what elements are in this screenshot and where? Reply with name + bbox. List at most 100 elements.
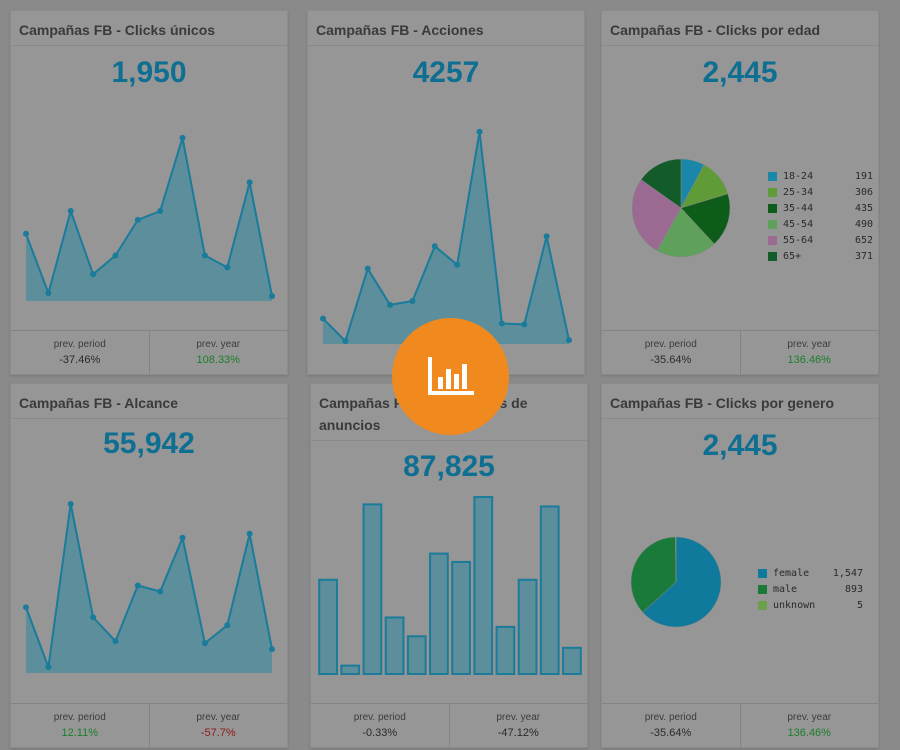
prev-period-label: prev. period xyxy=(644,339,697,350)
legend-item: female 1,547 xyxy=(758,565,863,581)
bar xyxy=(495,625,516,675)
data-point xyxy=(179,534,186,541)
bar xyxy=(562,646,582,675)
legend-item: 25-34 306 xyxy=(768,184,873,200)
card-clicks-por-edad[interactable]: Campañas FB - Clicks por edad 2,445 18-2… xyxy=(601,10,879,375)
card-title: Campañas FB - Acciones xyxy=(316,22,484,38)
prev-period-cell: prev. period -35.64% xyxy=(602,331,740,374)
data-point xyxy=(431,243,438,250)
legend-swatch xyxy=(768,251,777,261)
bar xyxy=(384,616,405,675)
bar xyxy=(362,503,383,676)
prev-year-value: -47.12% xyxy=(497,727,539,739)
card-title: Campañas FB - Clicks por genero xyxy=(610,395,835,411)
card-title: Campañas FB - Clicks únicos xyxy=(19,22,216,38)
card-footer: prev. period -35.64% prev. year 136.46% xyxy=(602,330,878,374)
bar xyxy=(451,560,471,675)
pie-slice xyxy=(631,179,682,252)
data-point xyxy=(246,530,253,537)
prev-year-label: prev. year xyxy=(196,339,241,350)
prev-period-value: -35.64% xyxy=(650,727,692,739)
card-alcance[interactable]: Campañas FB - Alcance 55,942 prev. perio… xyxy=(10,383,288,748)
legend-value: 1,547 xyxy=(832,567,863,579)
data-point xyxy=(521,321,528,328)
pie-slice xyxy=(630,536,677,613)
legend-label: 25-34 xyxy=(783,186,814,198)
legend-swatch xyxy=(768,171,777,181)
data-point xyxy=(67,208,74,215)
legend-swatch xyxy=(768,219,777,229)
pie-slice xyxy=(675,536,677,583)
prev-year-value: -57.7% xyxy=(200,727,236,739)
area-chart xyxy=(320,128,572,345)
prev-year-value: 108.33% xyxy=(196,354,240,366)
prev-year-cell: prev. year -57.7% xyxy=(148,704,288,747)
prev-year-value: 136.46% xyxy=(787,727,831,739)
legend-swatch xyxy=(758,568,767,578)
data-point xyxy=(387,301,394,308)
bar xyxy=(517,578,538,675)
prev-year-label: prev. year xyxy=(787,712,832,723)
data-point xyxy=(134,582,141,589)
prev-year-value: 136.46% xyxy=(787,354,831,366)
legend-swatch xyxy=(768,235,777,245)
divider xyxy=(602,45,878,46)
legend-swatch xyxy=(768,187,777,197)
legend-value: 371 xyxy=(854,250,873,262)
legend-item: 65+ 371 xyxy=(768,248,873,264)
data-point xyxy=(134,216,141,223)
pie-chart xyxy=(631,158,731,258)
metric-value: 55,942 xyxy=(103,427,195,460)
card-footer: prev. period -37.46% prev. year 108.33% xyxy=(11,330,287,374)
data-point xyxy=(454,261,461,268)
card-clicks-por-genero[interactable]: Campañas FB - Clicks por genero 2,445 fe… xyxy=(601,383,879,748)
data-point xyxy=(269,646,275,653)
card-clicks-unicos[interactable]: Campañas FB - Clicks únicos 1,950 prev. … xyxy=(10,10,288,375)
card-acciones[interactable]: Campañas FB - Acciones 4257 xyxy=(307,10,585,375)
prev-year-label: prev. year xyxy=(196,712,241,723)
data-point xyxy=(90,614,97,621)
pie-slice xyxy=(656,207,715,258)
divider xyxy=(308,45,584,46)
pie-slice xyxy=(680,193,731,245)
legend-item: 35-44 435 xyxy=(768,200,873,216)
legend-item: male 893 xyxy=(758,581,863,597)
legend-label: 18-24 xyxy=(783,170,814,182)
prev-year-cell: prev. year -47.12% xyxy=(448,704,588,747)
prev-period-value: -37.46% xyxy=(59,354,101,366)
legend-value: 490 xyxy=(854,218,873,230)
data-point xyxy=(246,179,253,186)
card-title: Campañas FB - Clicks por edad xyxy=(610,22,821,38)
series-line xyxy=(322,131,570,343)
series-line xyxy=(25,503,273,668)
metric-value: 2,445 xyxy=(702,429,778,462)
legend-label: 45-54 xyxy=(783,218,814,230)
data-point xyxy=(157,588,164,595)
divider xyxy=(11,418,287,419)
area-fill xyxy=(26,137,272,301)
bar xyxy=(473,496,494,675)
prev-period-value: -35.64% xyxy=(650,354,692,366)
area-fill xyxy=(323,131,569,344)
legend-value: 5 xyxy=(856,599,863,611)
legend-swatch xyxy=(758,600,767,610)
metric-value: 2,445 xyxy=(702,56,778,89)
data-point xyxy=(112,252,119,259)
data-point xyxy=(342,338,349,345)
legend-label: 65+ xyxy=(783,250,802,262)
area-chart xyxy=(23,500,275,673)
divider xyxy=(311,440,587,441)
data-point xyxy=(157,208,164,215)
metric-value: 4257 xyxy=(412,56,480,89)
card-footer: prev. period 12.11% prev. year -57.7% xyxy=(11,703,287,747)
legend-swatch xyxy=(768,203,777,213)
card-impresiones[interactable]: Campañas FB - Impresiones de anuncios 87… xyxy=(310,383,588,748)
legend-item: unknown 5 xyxy=(758,597,863,613)
open-report-button[interactable] xyxy=(392,318,509,435)
prev-year-cell: prev. year 136.46% xyxy=(739,331,879,374)
prev-year-label: prev. year xyxy=(496,712,541,723)
bar xyxy=(406,635,427,675)
data-point xyxy=(269,293,275,300)
divider xyxy=(602,418,878,419)
legend-value: 652 xyxy=(854,234,873,246)
